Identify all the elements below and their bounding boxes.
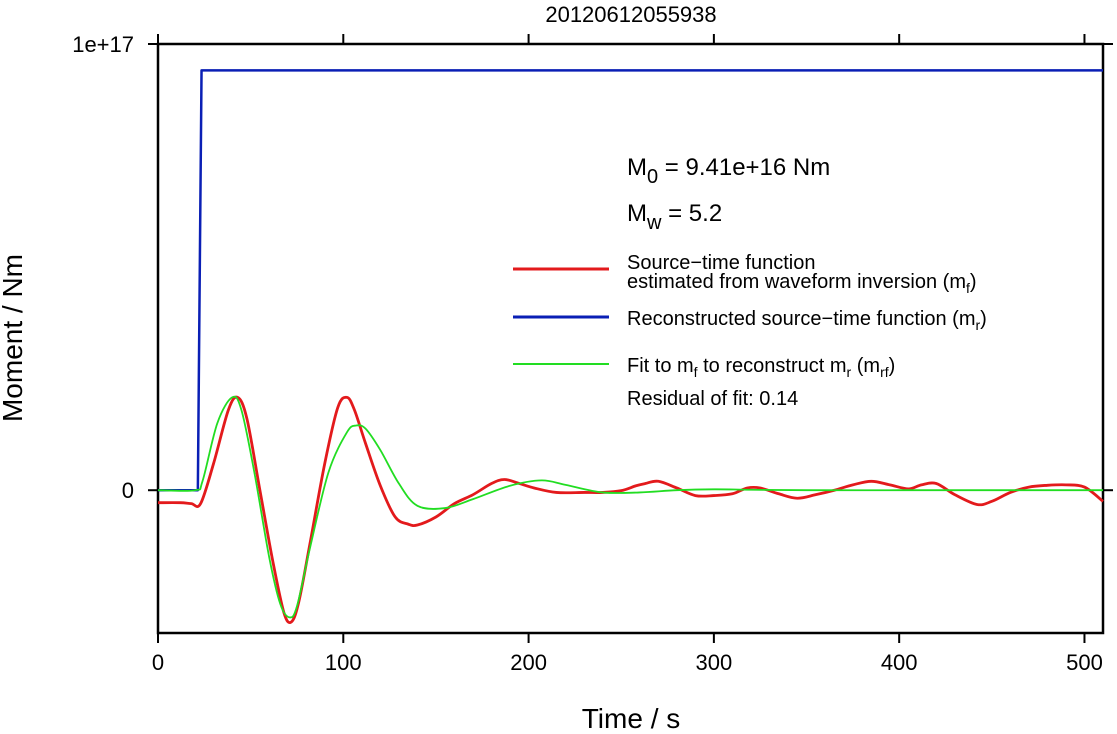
series-line-mf [157, 395, 1104, 625]
x-tick-label: 200 [510, 650, 547, 675]
plot-frame [156, 42, 1105, 635]
y-tick-label: 1e+17 [72, 32, 134, 57]
series-lines [157, 69, 1104, 625]
legend-label-mf-line2: estimated from waveform inversion (mf) [627, 271, 977, 296]
x-tick-label: 300 [696, 650, 733, 675]
mw-annotation: Mw = 5.2 [627, 200, 722, 234]
chart-title: 20120612055938 [545, 2, 716, 27]
legend-label-mrf: Fit to mf to reconstruct mr (mrf) [627, 355, 895, 380]
x-tick-label: 100 [325, 650, 362, 675]
m0-annotation: M0 = 9.41e+16 Nm [627, 154, 830, 188]
x-tick-label: 500 [1066, 650, 1103, 675]
legend: Source−time function estimated from wave… [513, 252, 987, 410]
tick-labels: 0 100 200 300 400 500 0 1e+17 [72, 32, 1103, 675]
series-line-mrf [157, 395, 1103, 619]
residual-annotation: Residual of fit: 0.14 [627, 388, 798, 410]
x-tick-label: 0 [152, 650, 164, 675]
y-axis-label: Moment / Nm [0, 254, 28, 422]
legend-label-mr: Reconstructed source−time function (mr) [627, 308, 987, 333]
x-axis-label: Time / s [582, 703, 681, 734]
y-tick-label: 0 [122, 478, 134, 503]
x-tick-label: 400 [881, 650, 918, 675]
axis-ticks [148, 34, 1113, 643]
legend-label-mf-line1: Source−time function [627, 252, 815, 274]
